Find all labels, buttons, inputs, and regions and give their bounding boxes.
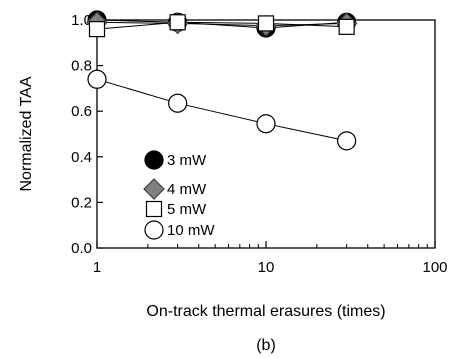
- x-tick-label: 10: [258, 259, 275, 276]
- x-tick-label: 100: [422, 259, 447, 276]
- data-point: [259, 16, 274, 31]
- legend-marker: [147, 202, 162, 217]
- data-point: [257, 115, 275, 133]
- y-tick-label: 0.0: [71, 240, 92, 257]
- data-point: [338, 132, 356, 150]
- legend-label: 4 mW: [167, 181, 207, 198]
- data-point: [90, 22, 105, 37]
- data-point: [169, 94, 187, 112]
- legend: 3 mW 4 mW 5 mW 10 mW: [144, 151, 215, 239]
- series-line: [97, 79, 347, 141]
- y-tick-label: 0.4: [71, 149, 92, 166]
- y-axis-title: Normalized TAA: [18, 76, 35, 191]
- y-tick-label: 0.2: [71, 194, 92, 211]
- legend-marker: [144, 179, 164, 199]
- y-tick-label: 0.6: [71, 103, 92, 120]
- legend-marker: [145, 151, 163, 169]
- legend-label: 5 mW: [167, 201, 207, 218]
- data-markers: [87, 11, 357, 150]
- y-tick-label: 0.8: [71, 58, 92, 75]
- series-lines: [97, 20, 347, 141]
- legend-marker: [145, 221, 163, 239]
- data-point: [170, 15, 185, 30]
- tick-labels: 0.00.20.40.60.81.01 10 100: [71, 12, 447, 276]
- legend-label: 10 mW: [167, 222, 215, 239]
- x-tick-label: 1: [93, 259, 101, 276]
- data-point: [88, 70, 106, 88]
- figure-caption: (b): [256, 337, 276, 354]
- series-line: [97, 22, 347, 29]
- data-point: [339, 19, 354, 34]
- x-axis-title: On-track thermal erasures (times): [146, 303, 385, 320]
- legend-label: 3 mW: [167, 152, 207, 169]
